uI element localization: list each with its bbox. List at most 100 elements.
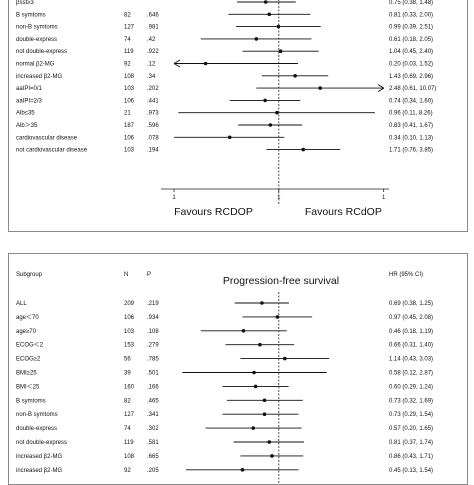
forest-plot-top-svg: βsst≥3 0.75 (0.38, 1.48) B symtoms 82 .646 0.… — [16, 0, 436, 218]
row-n-value: 209 — [124, 301, 135, 307]
row-p-value: .34 — [147, 74, 156, 80]
row-hr-ci-text: 0.96 (0.11, 8.26) — [389, 111, 433, 117]
hr-point — [301, 147, 306, 152]
row-subgroup-label: B symtoms — [16, 398, 46, 404]
x-tick-label: 1 — [277, 195, 281, 201]
hr-point — [241, 329, 246, 333]
row-p-value: .42 — [147, 37, 156, 43]
row-hr-ci-text: 0.46 (0.18, 1.19) — [389, 329, 433, 335]
favours-right-label: Favours RCdOP — [305, 206, 382, 218]
row-p-value: .166 — [147, 384, 159, 390]
row-hr-ci-text: 0.69 (0.38, 1.25) — [389, 301, 433, 307]
row-subgroup-label: cardiovascular disease — [16, 135, 78, 141]
row-subgroup-label: B symtoms — [16, 12, 46, 18]
row-p-value: .12 — [147, 62, 156, 68]
row-n-value: 103 — [124, 86, 135, 92]
row-p-value: .596 — [147, 123, 159, 129]
row-p-value: .194 — [147, 148, 159, 154]
row-subgroup-label: increased β2-MG — [16, 454, 62, 460]
forest-plot-pfs: Subgroup N P HR (95% CI) Progression-free su… — [8, 253, 468, 485]
row-hr-ci-text: 0.60 (0.29, 1.24) — [389, 384, 433, 390]
row-n-value: 127 — [124, 412, 135, 418]
row-n-value: 92 — [124, 62, 131, 68]
row-n-value: 74 — [124, 426, 131, 432]
row-p-value: .205 — [147, 468, 159, 474]
row-subgroup-label: βsst≥3 — [16, 0, 34, 6]
row-n-value: 56 — [124, 357, 131, 363]
row-hr-ci-text: 0.75 (0.38, 1.48) — [389, 0, 433, 6]
row-subgroup-label: ALL — [16, 301, 27, 307]
row-p-value: .465 — [147, 398, 159, 404]
row-n-value: 127 — [124, 25, 135, 31]
row-subgroup-label: BMI＜25 — [16, 384, 40, 390]
row-subgroup-label: Alb＞35 — [16, 123, 38, 129]
row-subgroup-label: BMI≥25 — [16, 371, 37, 377]
row-p-value: .108 — [147, 329, 159, 335]
hr-point — [254, 37, 259, 41]
row-n-value: 160 — [124, 384, 135, 390]
hr-point — [263, 0, 268, 4]
chart-title: Progression-free survival — [223, 275, 339, 287]
row-p-value: .581 — [147, 440, 159, 446]
row-hr-ci-text: 0.81 (0.33, 2.00) — [389, 12, 433, 18]
row-n-value: 82 — [124, 398, 131, 404]
ci-arrow-left — [173, 59, 181, 68]
row-n-value: 108 — [124, 454, 135, 460]
row-p-value: .973 — [147, 111, 159, 117]
row-hr-ci-text: 1.43 (0.69, 2.96) — [389, 74, 433, 80]
row-n-value: 74 — [124, 37, 131, 43]
row-hr-ci-text: 0.57 (0.20, 1.65) — [389, 426, 433, 432]
header-hr: HR (95% CI) — [389, 272, 423, 278]
row-subgroup-label: double-express — [16, 426, 57, 432]
hr-point — [276, 24, 281, 29]
row-n-value: 92 — [124, 468, 131, 474]
row-subgroup-label: not double-express — [16, 49, 67, 55]
row-hr-ci-text: 0.66 (0.31, 1.40) — [389, 343, 433, 349]
row-n-value: 106 — [124, 98, 135, 104]
row-subgroup-label: non-B symtoms — [16, 412, 58, 418]
header-n: N — [124, 272, 128, 278]
hr-point — [318, 86, 322, 90]
row-hr-ci-text: 0.97 (0.45, 2.08) — [389, 315, 433, 321]
hr-point — [262, 398, 267, 403]
hr-point — [270, 454, 274, 458]
hr-point — [267, 440, 272, 444]
hr-point — [252, 370, 256, 375]
row-n-value: 119 — [124, 49, 134, 55]
row-hr-ci-text: 0.20 (0.03, 1.52) — [389, 62, 433, 68]
hr-point — [282, 356, 287, 361]
row-p-value: .341 — [147, 412, 159, 418]
favours-left-label: Favours RCDOP — [174, 206, 253, 218]
row-p-value: .078 — [147, 135, 159, 141]
row-subgroup-label: normal β2-MG — [16, 62, 55, 68]
row-p-value: .922 — [147, 49, 159, 55]
row-p-value: .501 — [147, 371, 159, 377]
row-subgroup-label: aaIPI=2/3 — [16, 98, 43, 104]
row-hr-ci-text: 1.71 (0.76, 3.85) — [389, 148, 433, 154]
row-n-value: 106 — [124, 315, 135, 321]
row-p-value: .981 — [147, 25, 159, 31]
hr-point — [227, 135, 232, 140]
row-hr-ci-text: 0.34 (0.10, 1.13) — [389, 135, 433, 141]
row-hr-ci-text: 0.73 (0.32, 1.69) — [389, 398, 433, 404]
row-subgroup-label: not double-express — [16, 440, 67, 446]
row-subgroup-label: age＜70 — [16, 315, 39, 321]
row-subgroup-label: non-B symtoms — [16, 25, 58, 31]
row-hr-ci-text: 0.99 (0.39, 2.51) — [389, 25, 433, 31]
forest-plot-top: βsst≥3 0.75 (0.38, 1.48) B symtoms 82 .646 0.… — [8, 0, 468, 232]
row-hr-ci-text: 0.73 (0.29, 1.54) — [389, 412, 433, 418]
hr-point — [262, 412, 267, 416]
row-n-value: 106 — [124, 135, 135, 141]
row-n-value: 187 — [124, 123, 135, 129]
row-subgroup-label: aaIPI=0/1 — [16, 86, 43, 92]
hr-point — [260, 301, 264, 305]
row-subgroup-label: ECOG＜2 — [16, 343, 44, 349]
hr-point — [253, 384, 258, 389]
row-hr-ci-text: 0.61 (0.18, 2.05) — [389, 37, 433, 43]
forest-plot-pfs-svg: Subgroup N P HR (95% CI) Progression-free su… — [16, 272, 433, 484]
row-p-value: .441 — [147, 98, 159, 104]
row-subgroup-label: ECOG≥2 — [16, 357, 41, 363]
row-hr-ci-text: 2.48 (0.61, 10.07) — [389, 86, 436, 92]
row-p-value: .279 — [147, 343, 159, 349]
row-n-value: 119 — [124, 440, 134, 446]
